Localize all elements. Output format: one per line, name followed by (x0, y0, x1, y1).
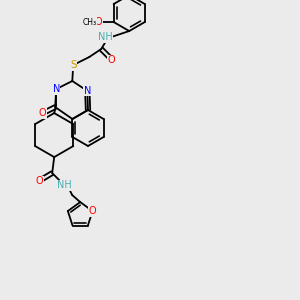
Text: O: O (95, 17, 102, 27)
Text: NH: NH (57, 180, 72, 190)
Text: O: O (107, 55, 115, 65)
Text: CH₃: CH₃ (82, 17, 97, 26)
Text: NH: NH (98, 32, 112, 42)
Text: N: N (84, 86, 91, 96)
Text: O: O (35, 176, 43, 186)
Text: N: N (52, 84, 60, 94)
Text: S: S (70, 60, 76, 70)
Text: O: O (89, 206, 96, 216)
Text: O: O (39, 108, 46, 118)
